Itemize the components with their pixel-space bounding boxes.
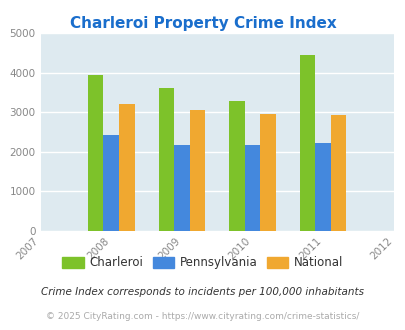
Bar (189, 110, 205, 231)
Bar (103, 135, 119, 231)
Legend: Charleroi, Pennsylvania, National: Charleroi, Pennsylvania, National (58, 252, 347, 274)
Bar (88, 75, 103, 231)
Bar (119, 104, 134, 231)
Text: Charleroi Property Crime Index: Charleroi Property Crime Index (69, 16, 336, 31)
Bar (330, 115, 345, 231)
Bar (174, 145, 189, 231)
Bar (260, 114, 275, 231)
Bar (229, 101, 244, 231)
Text: © 2025 CityRating.com - https://www.cityrating.com/crime-statistics/: © 2025 CityRating.com - https://www.city… (46, 312, 359, 321)
Bar (244, 145, 260, 231)
Bar (315, 143, 330, 231)
Bar (158, 88, 174, 231)
Text: Crime Index corresponds to incidents per 100,000 inhabitants: Crime Index corresponds to incidents per… (41, 287, 364, 297)
Bar (299, 55, 315, 231)
